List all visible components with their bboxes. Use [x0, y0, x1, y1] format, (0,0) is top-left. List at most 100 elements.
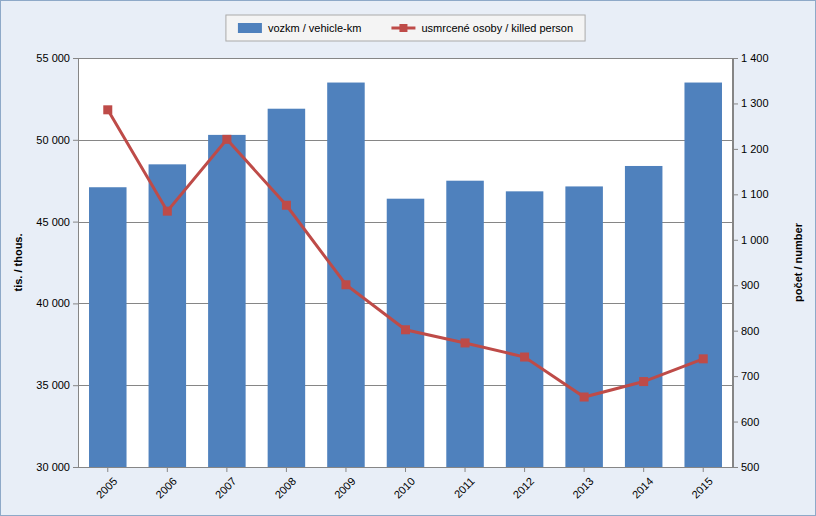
bar	[208, 135, 246, 467]
tick: 500	[733, 461, 759, 473]
tick-label: 2006	[153, 475, 179, 501]
tick: 700	[733, 370, 759, 382]
tick: 50 000	[36, 134, 78, 146]
tick-mark	[643, 467, 644, 472]
tick: 2010	[391, 467, 417, 501]
tick: 900	[733, 279, 759, 291]
tick-mark	[733, 103, 738, 104]
marker	[639, 377, 648, 386]
tick: 45 000	[36, 216, 78, 228]
tick-mark	[73, 467, 78, 468]
tick-mark	[73, 58, 78, 59]
tick-mark	[73, 303, 78, 304]
legend: vozkm / vehicle-km usmrcené osoby / kille…	[226, 15, 585, 41]
tick-label: 2009	[332, 475, 358, 501]
tick: 40 000	[36, 297, 78, 309]
tick: 2011	[452, 467, 477, 500]
legend-marker	[399, 24, 407, 32]
tick-mark	[524, 467, 525, 472]
plot: 30 000 35 000 40 000 45 000 50 000 55 000 500 6…	[36, 52, 768, 501]
bar-series	[89, 83, 722, 467]
marker	[580, 393, 589, 402]
axis-line	[78, 59, 79, 468]
axis-title: počet / number	[792, 222, 804, 302]
bar	[149, 164, 187, 467]
marker	[163, 207, 172, 216]
tick-label: 500	[741, 461, 759, 473]
chart: 30 000 35 000 40 000 45 000 50 000 55 000 500 6…	[0, 0, 816, 516]
tick-mark	[167, 467, 168, 472]
marker	[103, 105, 112, 114]
tick-label: 1 300	[741, 97, 769, 109]
tick-mark	[733, 285, 738, 286]
tick-mark	[733, 331, 738, 332]
tick: 2013	[570, 467, 596, 501]
legend-item: usmrcené osoby / killed person	[391, 22, 573, 34]
tick-label: 700	[741, 370, 759, 382]
axis-line	[733, 59, 734, 468]
marker	[699, 354, 708, 363]
tick: 1 000	[733, 234, 769, 246]
bar	[446, 181, 484, 467]
bar	[565, 186, 603, 467]
tick: 1 100	[733, 188, 769, 200]
legend-label: usmrcené osoby / killed person	[421, 22, 573, 34]
tick-label: 1 200	[741, 143, 769, 155]
marker	[222, 135, 231, 144]
marker	[401, 325, 410, 334]
tick: 600	[733, 416, 759, 428]
tick-label: 900	[741, 279, 759, 291]
bar	[89, 187, 127, 467]
marker	[520, 353, 529, 362]
marker	[461, 338, 470, 347]
tick-label: 800	[741, 325, 759, 337]
bar	[625, 166, 663, 467]
tick-label: 50 000	[36, 134, 70, 146]
tick: 2006	[153, 467, 179, 501]
tick-mark	[733, 58, 738, 59]
legend-swatch	[238, 23, 262, 33]
tick-mark	[405, 467, 406, 472]
tick-label: 2010	[391, 475, 417, 501]
bar	[327, 83, 365, 467]
tick-mark	[584, 467, 585, 472]
grid-line	[78, 140, 733, 141]
tick-label: 45 000	[36, 216, 70, 228]
tick-mark	[733, 467, 738, 468]
tick-mark	[733, 149, 738, 150]
tick-mark	[226, 467, 227, 472]
tick: 2007	[213, 467, 239, 501]
bar	[506, 191, 544, 467]
tick: 1 200	[733, 143, 769, 155]
tick-label: 35 000	[36, 379, 70, 391]
tick-label: 2007	[213, 475, 239, 501]
tick-mark	[73, 222, 78, 223]
axis-title: tis. / thous.	[12, 233, 24, 291]
tick-label: 30 000	[36, 461, 70, 473]
tick: 2009	[332, 467, 358, 501]
tick: 2014	[630, 467, 656, 501]
tick-mark	[107, 467, 108, 472]
tick-mark	[733, 240, 738, 241]
tick-mark	[465, 467, 466, 472]
tick-label: 55 000	[36, 52, 70, 64]
tick: 2015	[689, 467, 715, 501]
tick-mark	[286, 467, 287, 472]
tick-mark	[73, 140, 78, 141]
tick-label: 2014	[630, 475, 656, 501]
tick: 2005	[94, 467, 120, 501]
legend-box	[226, 15, 585, 41]
tick-mark	[73, 385, 78, 386]
tick-mark	[733, 376, 738, 377]
grid	[78, 59, 733, 468]
y-axis: 30 000 35 000 40 000 45 000 50 000 55 000	[36, 52, 78, 473]
line	[108, 110, 703, 397]
tick-mark	[703, 467, 704, 472]
marker	[341, 280, 350, 289]
marker	[282, 201, 291, 210]
background	[1, 1, 816, 516]
legend-item: vozkm / vehicle-km	[238, 22, 362, 34]
tick-label: 40 000	[36, 297, 70, 309]
bar	[268, 109, 306, 467]
y2-axis: 5006007008009001 0001 1001 2001 3001 400	[733, 52, 769, 473]
